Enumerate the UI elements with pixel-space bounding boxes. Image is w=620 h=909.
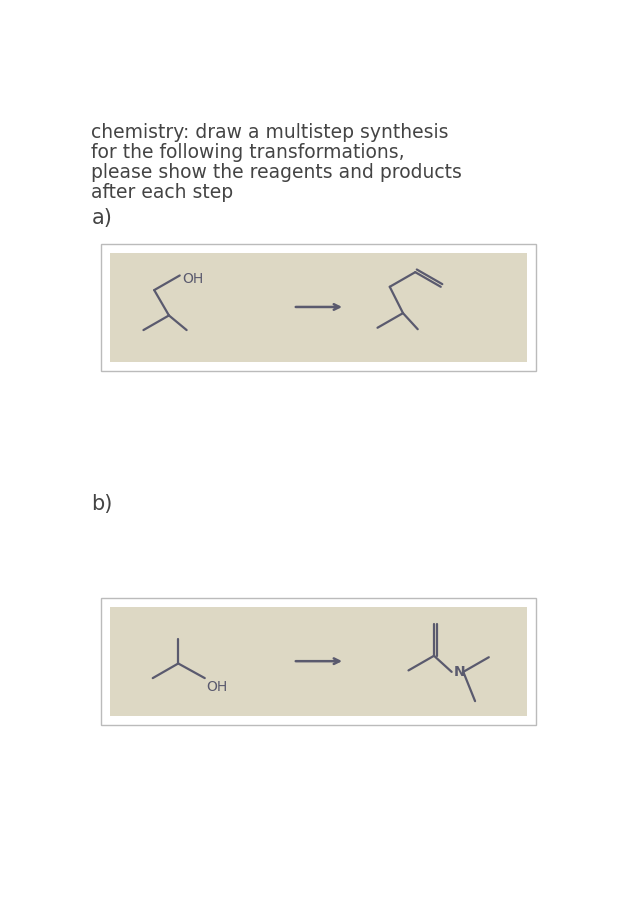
Bar — [100, 598, 536, 725]
Text: after each step: after each step — [92, 183, 234, 202]
Bar — [110, 253, 527, 362]
Text: N: N — [454, 664, 466, 679]
Text: for the following transformations,: for the following transformations, — [92, 143, 405, 162]
Bar — [100, 244, 536, 371]
Text: b): b) — [92, 494, 113, 514]
Text: chemistry: draw a multistep synthesis: chemistry: draw a multistep synthesis — [92, 123, 449, 142]
Text: please show the reagents and products: please show the reagents and products — [92, 163, 463, 182]
Text: a): a) — [92, 207, 112, 227]
Bar — [110, 607, 527, 716]
Text: OH: OH — [206, 680, 228, 694]
Text: OH: OH — [182, 272, 203, 285]
